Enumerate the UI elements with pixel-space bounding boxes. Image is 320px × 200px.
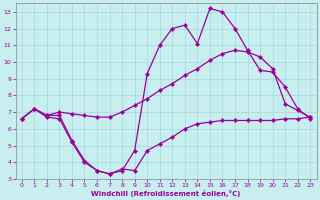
X-axis label: Windchill (Refroidissement éolien,°C): Windchill (Refroidissement éolien,°C) <box>91 190 241 197</box>
